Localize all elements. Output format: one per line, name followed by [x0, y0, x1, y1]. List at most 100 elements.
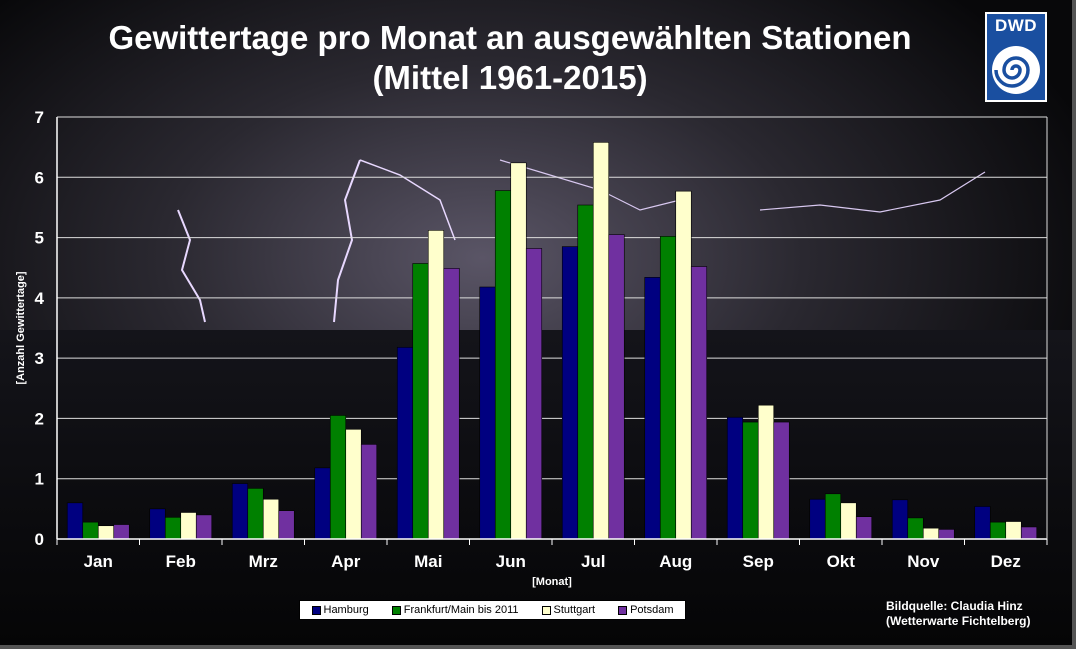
- bar: [1020, 526, 1038, 540]
- bar: [180, 512, 197, 540]
- bar: [329, 415, 347, 540]
- bar: [757, 404, 775, 540]
- bar: [907, 517, 924, 540]
- legend-swatch: [618, 605, 628, 615]
- bar: [659, 236, 677, 540]
- bar: [231, 483, 249, 540]
- x-tick-label: Okt: [827, 552, 856, 571]
- bar: [66, 502, 84, 540]
- bar: [525, 248, 543, 540]
- chart-title: Gewittertage pro Monat an ausgewählten S…: [60, 18, 960, 98]
- bar: [278, 510, 295, 540]
- bar: [113, 524, 130, 540]
- y-tick-label: 6: [35, 168, 44, 187]
- bar: [742, 421, 759, 540]
- x-tick-label: Feb: [166, 552, 196, 571]
- bar: [608, 234, 625, 540]
- bar: [809, 498, 826, 540]
- bar: [592, 142, 610, 540]
- legend-label: Frankfurt/Main bis 2011: [403, 604, 519, 616]
- credit-line-2: (Wetterwarte Fichtelberg): [886, 614, 1031, 628]
- bar: [824, 493, 842, 540]
- y-tick-label: 5: [35, 229, 44, 248]
- y-tick-label: 7: [35, 108, 44, 127]
- bar: [443, 268, 460, 540]
- x-tick-label: Jul: [581, 552, 606, 571]
- legend-swatch: [311, 605, 321, 615]
- legend-item: Hamburg: [311, 604, 369, 616]
- bar: [314, 467, 331, 540]
- legend-swatch: [541, 605, 551, 615]
- legend-label: Hamburg: [323, 604, 369, 616]
- x-tick-label: Jan: [84, 552, 113, 571]
- title-line-2: (Mittel 1961-2015): [372, 59, 648, 96]
- bars: [66, 142, 1038, 540]
- bar: [855, 516, 873, 540]
- x-tick-label: Sep: [743, 552, 774, 571]
- x-tick-label: Dez: [991, 552, 1021, 571]
- spiral-icon: [992, 46, 1040, 94]
- gridlines: [57, 116, 1047, 480]
- bar: [360, 444, 378, 540]
- bar: [726, 416, 744, 540]
- bar: [195, 514, 213, 540]
- lightning-bolt: [177, 209, 206, 323]
- x-tick-labels: Jan Feb Mrz Apr Mai Jun Jul Aug Sep Okt Nov Dez: [84, 552, 1021, 571]
- bar: [773, 421, 790, 540]
- bar: [412, 263, 429, 540]
- bar: [1005, 521, 1022, 540]
- y-tick-label: 3: [35, 349, 44, 368]
- bar: [938, 529, 955, 540]
- bar: [82, 521, 99, 540]
- bar: [427, 230, 445, 540]
- bar: [479, 286, 496, 540]
- dwd-logo: DWD: [985, 12, 1047, 102]
- bar: [974, 506, 991, 540]
- y-tick-label: 1: [35, 470, 44, 489]
- legend-item: Potsdam: [618, 604, 674, 616]
- x-tick-label: Apr: [331, 552, 361, 571]
- bar: [345, 428, 362, 540]
- bar: [577, 204, 594, 540]
- y-tick-labels: 0 1 2 3 4 5 6 7: [35, 108, 45, 549]
- legend-swatch: [391, 605, 401, 615]
- logo-text: DWD: [994, 16, 1038, 35]
- image-credit: Bildquelle: Claudia Hinz (Wetterwarte Fi…: [886, 599, 1030, 629]
- bar: [644, 277, 661, 540]
- x-tick-label: Mrz: [249, 552, 278, 571]
- bar: [922, 527, 940, 540]
- x-tick-label: Nov: [907, 552, 940, 571]
- credit-line-1: Bildquelle: Claudia Hinz: [886, 599, 1023, 613]
- bar: [262, 498, 280, 540]
- bar: [690, 266, 708, 540]
- y-tick-label: 4: [35, 289, 45, 308]
- x-tick-label: Jun: [496, 552, 526, 571]
- lightning-bolt: [333, 159, 361, 323]
- bar: [840, 502, 857, 540]
- bar: [989, 521, 1007, 540]
- bar: [561, 246, 579, 540]
- x-tick-label: Aug: [659, 552, 692, 571]
- legend-item: Frankfurt/Main bis 2011: [391, 604, 519, 616]
- y-tick-label: 0: [35, 530, 44, 549]
- legend-item: Stuttgart: [541, 604, 596, 616]
- axes: [56, 116, 1048, 545]
- lightning-bolt: [359, 159, 456, 241]
- bar: [494, 190, 512, 540]
- bar: [396, 346, 414, 540]
- bar: [675, 190, 692, 540]
- legend-label: Stuttgart: [553, 604, 596, 616]
- bar: [510, 162, 527, 540]
- legend: Hamburg Frankfurt/Main bis 2011 Stuttgart P…: [299, 600, 686, 620]
- bar: [891, 499, 909, 540]
- x-tick-label: Mai: [414, 552, 442, 571]
- bar: [164, 516, 182, 540]
- bar: [97, 525, 115, 540]
- x-axis-label: [Monat]: [532, 576, 572, 588]
- y-axis-label: [Anzahl Gewittertage]: [15, 271, 27, 384]
- bar: [247, 488, 264, 540]
- lightning-bolt: [759, 171, 986, 213]
- y-tick-label: 2: [35, 409, 44, 428]
